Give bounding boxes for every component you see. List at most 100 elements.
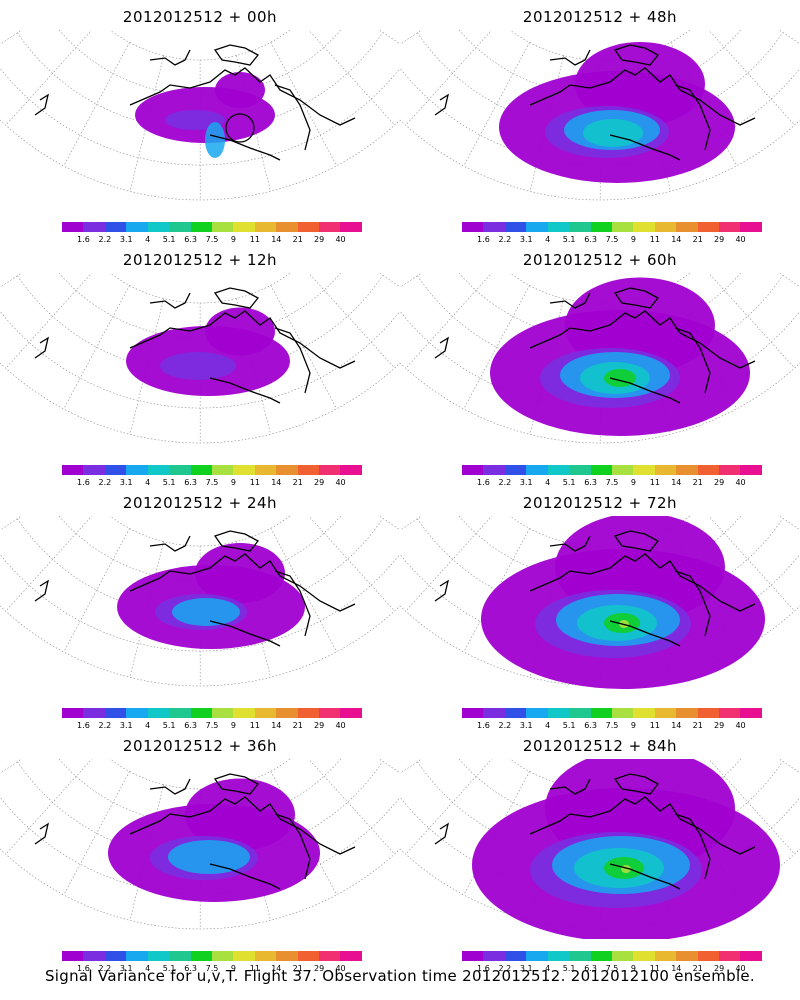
colorbar-segment bbox=[233, 708, 255, 718]
colorbar-tick-label: 2.2 bbox=[98, 721, 112, 730]
latitude-line bbox=[58, 273, 342, 339]
meridian-line bbox=[378, 759, 400, 774]
coastline-path bbox=[434, 822, 449, 845]
colorbar-tick-label: 4 bbox=[545, 235, 551, 244]
colorbar-tick-label: 9 bbox=[230, 235, 236, 244]
variance-contour bbox=[168, 840, 250, 874]
colorbar-segment bbox=[297, 222, 320, 232]
colorbar-segment bbox=[504, 951, 527, 961]
colorbar-segment bbox=[462, 708, 484, 718]
colorbar-tick-label: 29 bbox=[314, 235, 325, 244]
colorbar-tick-label: 3.1 bbox=[119, 721, 133, 730]
colorbar bbox=[62, 951, 362, 961]
flight-track-circle bbox=[225, 113, 255, 143]
greenland-outline bbox=[213, 773, 259, 795]
colorbar-tick-label: 3.1 bbox=[119, 964, 133, 973]
variance-map bbox=[400, 516, 800, 689]
map-panel: 2012012512 + 84h 1.6 2.2 3.1 4 5.1 6.3 7.5 9 11 14… bbox=[400, 729, 800, 973]
colorbar-segment bbox=[62, 465, 84, 475]
colorbar-tick-label: 7.5 bbox=[205, 721, 219, 730]
coastline-path bbox=[434, 579, 449, 602]
latitude-line bbox=[0, 848, 400, 930]
colorbar-segment bbox=[319, 465, 341, 475]
meridian-line bbox=[405, 516, 493, 612]
colorbar-tick-label: 5.1 bbox=[162, 721, 176, 730]
colorbar-tick-label: 21 bbox=[692, 478, 703, 487]
colorbar-tick-label: 14 bbox=[671, 721, 682, 730]
colorbar-segment bbox=[547, 708, 570, 718]
colorbar-tick-label: 40 bbox=[335, 235, 346, 244]
colorbar-segment bbox=[654, 708, 677, 718]
colorbar-tick-label: 5.1 bbox=[162, 478, 176, 487]
colorbar-segment bbox=[83, 708, 105, 718]
colorbar-segment bbox=[611, 708, 634, 718]
colorbar-segment bbox=[104, 465, 127, 475]
coastline-path bbox=[609, 620, 681, 647]
greenland-outline bbox=[613, 530, 659, 552]
map-panel: 2012012512 + 48h 1.6 2.2 3.1 4 5.1 6.3 7.5 9 11 14… bbox=[400, 0, 800, 244]
variance-field bbox=[108, 778, 320, 902]
coastline-path bbox=[529, 67, 756, 126]
colorbar-segment bbox=[483, 222, 505, 232]
coastline bbox=[34, 773, 356, 890]
colorbar-segment bbox=[569, 465, 591, 475]
panel-title: 2012012512 + 60h bbox=[522, 251, 678, 269]
latitude-line bbox=[109, 273, 291, 304]
latitude-line bbox=[417, 32, 784, 131]
latitude-line bbox=[17, 518, 384, 617]
greenland-outline bbox=[613, 287, 659, 309]
variance-field bbox=[135, 72, 275, 158]
meridian-line bbox=[405, 759, 493, 855]
colorbar-segment bbox=[147, 951, 170, 961]
colorbar-tick-label: 3.1 bbox=[519, 721, 533, 730]
meridian-line bbox=[708, 273, 795, 369]
colorbar-segment bbox=[233, 951, 255, 961]
colorbar bbox=[62, 222, 362, 232]
colorbar-tick-label: 6.3 bbox=[184, 721, 197, 730]
colorbar-tick-label: 2.2 bbox=[498, 478, 512, 487]
colorbar-segment bbox=[697, 708, 720, 718]
variance-map bbox=[0, 759, 400, 930]
colorbar-tick-label: 29 bbox=[714, 964, 725, 973]
colorbar-tick-label: 7.5 bbox=[605, 235, 619, 244]
colorbar-segment bbox=[340, 708, 362, 718]
coastline-path bbox=[674, 813, 711, 880]
meridian-line bbox=[778, 516, 800, 531]
colorbar-segment bbox=[483, 951, 505, 961]
colorbar-segment bbox=[697, 951, 720, 961]
coastline-path bbox=[129, 796, 356, 855]
colorbar-tick-label: 6.3 bbox=[584, 235, 597, 244]
colorbar-tick-label: 9 bbox=[630, 964, 636, 973]
latitude-line bbox=[58, 759, 342, 825]
colorbar-segment bbox=[740, 465, 762, 475]
colorbar-segment bbox=[62, 708, 84, 718]
coastline-path bbox=[129, 67, 356, 126]
meridian-line bbox=[400, 30, 422, 45]
colorbar-segment bbox=[504, 708, 527, 718]
colorbar-segment bbox=[547, 951, 570, 961]
meridian-line bbox=[708, 516, 795, 612]
colorbar-segment bbox=[719, 951, 741, 961]
map-panel: 2012012512 + 24h 1.6 2.2 3.1 4 5.1 6.3 7.5 9 11 14… bbox=[0, 486, 400, 730]
latitude-line bbox=[109, 759, 291, 790]
latitude-line bbox=[417, 761, 784, 860]
colorbar-labels: 1.6 2.2 3.1 4 5.1 6.3 7.5 9 11 14 21 29 40 bbox=[462, 721, 762, 731]
latitude-line bbox=[58, 30, 342, 96]
colorbar-segment bbox=[233, 222, 255, 232]
colorbar-tick-label: 2.2 bbox=[498, 721, 512, 730]
colorbar bbox=[462, 708, 762, 718]
coastline-path bbox=[209, 863, 281, 890]
colorbar-segment bbox=[297, 951, 320, 961]
colorbar-segment bbox=[547, 465, 570, 475]
coastline bbox=[434, 44, 756, 161]
colorbar-segment bbox=[633, 951, 655, 961]
meridian-line bbox=[405, 30, 493, 126]
coastline bbox=[434, 773, 756, 890]
colorbar-segment bbox=[697, 222, 720, 232]
meridian-line bbox=[778, 759, 800, 774]
colorbar-tick-label: 9 bbox=[630, 235, 636, 244]
colorbar-tick-label: 40 bbox=[335, 721, 346, 730]
meridian-line bbox=[708, 759, 795, 855]
colorbar-tick-label: 29 bbox=[314, 721, 325, 730]
colorbar-segment bbox=[654, 951, 677, 961]
